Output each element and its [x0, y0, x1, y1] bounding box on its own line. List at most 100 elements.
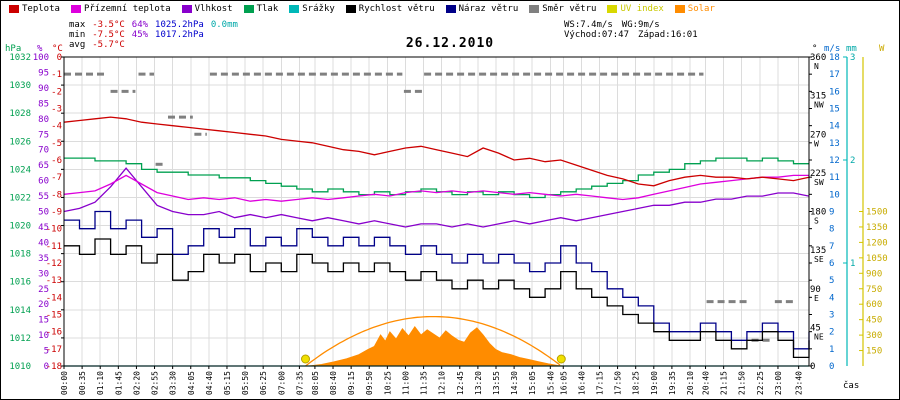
stats-max-row: max -3.5°C 64% 1025.2hPa 0.0mm — [69, 20, 245, 30]
svg-text:04:40: 04:40 — [205, 371, 214, 395]
stat-min-pressure: 1017.2hPa — [155, 30, 204, 40]
stat-min-humidity: 45% — [131, 30, 149, 40]
wind-direction-segments — [64, 72, 797, 342]
svg-text:21:50: 21:50 — [738, 371, 747, 395]
svg-text:08:05: 08:05 — [311, 371, 320, 395]
svg-text:05:15: 05:15 — [223, 371, 232, 395]
svg-text:40: 40 — [38, 238, 49, 248]
svg-text:16:40: 16:40 — [577, 371, 586, 395]
svg-text:2: 2 — [829, 328, 834, 338]
svg-text:1020: 1020 — [9, 222, 31, 232]
svg-text:01:45: 01:45 — [114, 371, 123, 395]
percent-axis-header: % — [37, 44, 43, 54]
sun-marker-icon — [556, 354, 566, 364]
svg-text:85: 85 — [38, 99, 49, 109]
svg-text:12:45: 12:45 — [456, 371, 465, 395]
svg-text:1012: 1012 — [9, 334, 31, 344]
svg-text:16:05: 16:05 — [559, 371, 568, 395]
svg-text:18:25: 18:25 — [632, 371, 641, 395]
svg-text:1022: 1022 — [9, 193, 31, 203]
stats-avg-row: avg -5.7°C — [69, 40, 245, 50]
uv-index-swatch-icon — [607, 5, 618, 13]
svg-text:23:40: 23:40 — [795, 371, 804, 395]
legend-item-vlhkost: Vlhkost — [181, 4, 233, 14]
svg-text:3: 3 — [850, 53, 855, 63]
legend-label: UV index — [620, 4, 664, 14]
svg-text:3: 3 — [829, 311, 834, 321]
legend-item-naraz-vetru: Náraz větru — [445, 4, 518, 14]
svg-text:-16: -16 — [46, 328, 62, 338]
svg-text:11: 11 — [829, 173, 840, 183]
svg-text:12:10: 12:10 — [438, 371, 447, 395]
svg-text:1: 1 — [850, 259, 855, 269]
svg-text:135: 135 — [810, 246, 826, 256]
series-vlhkost — [63, 167, 810, 228]
svg-text:11:35: 11:35 — [420, 371, 429, 395]
svg-text:13:20: 13:20 — [474, 371, 483, 395]
celsius-axis-header: °C — [52, 44, 63, 54]
svg-text:7: 7 — [829, 242, 834, 252]
degree-axis-header: ° — [812, 44, 818, 54]
rychlost-vetru-swatch-icon — [345, 5, 356, 13]
svg-text:1: 1 — [829, 345, 834, 355]
svg-text:19:00: 19:00 — [650, 371, 659, 395]
svg-text:5: 5 — [829, 276, 834, 286]
svg-text:19:35: 19:35 — [668, 371, 677, 395]
svg-text:10:25: 10:25 — [383, 371, 392, 395]
svg-text:-17: -17 — [46, 345, 62, 355]
svg-text:300: 300 — [866, 331, 882, 341]
stats-block: max -3.5°C 64% 1025.2hPa 0.0mm min -7.5°C 45% 1… — [69, 20, 245, 50]
legend: Teplota Přízemní teplota Vlhkost Tlak Srážky… — [9, 4, 715, 14]
svg-text:-3: -3 — [51, 105, 62, 115]
svg-text:08:40: 08:40 — [329, 371, 338, 395]
svg-text:-8: -8 — [51, 190, 62, 200]
stat-wind-speed: WS:7.4m/s — [564, 20, 613, 30]
svg-text:04:05: 04:05 — [187, 371, 196, 395]
svg-text:20: 20 — [38, 300, 49, 310]
svg-text:1014: 1014 — [9, 306, 31, 316]
svg-text:150: 150 — [866, 347, 882, 357]
svg-text:16: 16 — [829, 87, 840, 97]
svg-text:80: 80 — [38, 115, 49, 125]
svg-text:1350: 1350 — [866, 223, 888, 233]
svg-text:20:10: 20:10 — [686, 371, 695, 395]
svg-text:W: W — [814, 139, 819, 148]
svg-text:-4: -4 — [51, 122, 62, 132]
teplota-swatch-icon — [9, 5, 19, 13]
wind-sun-stats: WS:7.4m/s WG:9m/s Východ:07:47 Západ:16:01 — [564, 20, 707, 40]
svg-text:100: 100 — [33, 53, 49, 63]
svg-text:270: 270 — [810, 130, 826, 140]
svg-text:02:55: 02:55 — [151, 371, 160, 395]
svg-text:-5: -5 — [51, 139, 62, 149]
svg-text:NW: NW — [814, 101, 824, 110]
svg-text:SW: SW — [814, 178, 824, 187]
svg-text:1500: 1500 — [866, 208, 888, 218]
svg-text:02:20: 02:20 — [132, 371, 141, 395]
svg-text:S: S — [814, 217, 819, 226]
svg-text:90: 90 — [810, 285, 821, 295]
legend-item-uv-index: UV index — [607, 4, 664, 14]
svg-text:10: 10 — [829, 190, 840, 200]
svg-text:95: 95 — [38, 68, 49, 78]
svg-text:09:15: 09:15 — [347, 371, 356, 395]
svg-text:4: 4 — [829, 293, 834, 303]
stats-min-row: min -7.5°C 45% 1017.2hPa — [69, 30, 245, 40]
stat-sunset: Západ:16:01 — [638, 30, 698, 40]
svg-text:20:40: 20:40 — [702, 371, 711, 395]
legend-item-smer-vetru: Směr větru — [529, 4, 596, 14]
svg-text:9: 9 — [829, 208, 834, 218]
hpa-axis-header: hPa — [5, 44, 22, 54]
svg-text:1018: 1018 — [9, 250, 31, 260]
svg-text:-6: -6 — [51, 156, 62, 166]
svg-text:-14: -14 — [46, 293, 62, 303]
svg-text:35: 35 — [38, 254, 49, 264]
svg-text:14:30: 14:30 — [510, 371, 519, 395]
svg-text:450: 450 — [866, 316, 882, 326]
svg-text:17:50: 17:50 — [614, 371, 623, 395]
stat-wind-gust: WG:9m/s — [621, 20, 660, 30]
legend-item-prizemni-teplota: Přízemní teplota — [70, 4, 171, 14]
svg-text:14: 14 — [829, 122, 840, 132]
svg-text:17: 17 — [829, 70, 840, 80]
stat-max-pressure: 1025.2hPa — [155, 20, 204, 30]
svg-text:1032: 1032 — [9, 53, 31, 63]
